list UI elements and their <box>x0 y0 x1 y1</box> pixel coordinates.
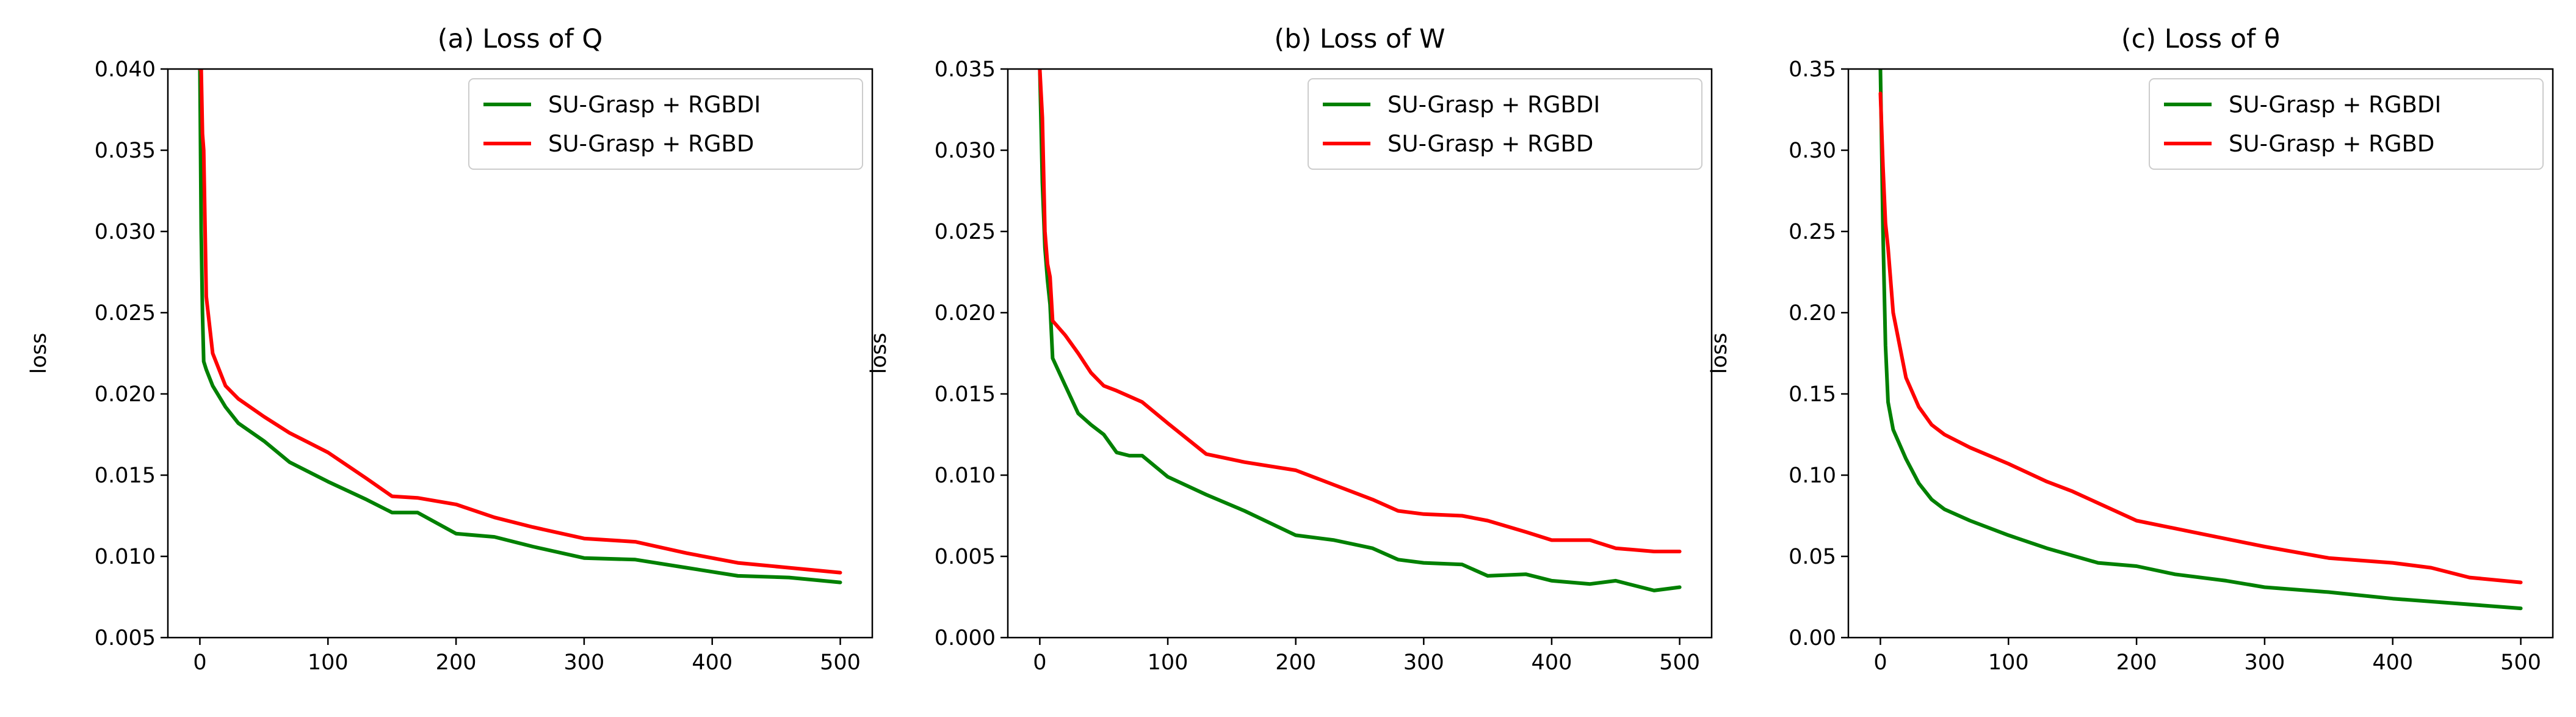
chart-panel-3: 0 100 200 300 400 500 0.00 0.05 0.10 0.15 0.20 0.25… <box>1707 24 2554 675</box>
legend-box <box>2149 78 2544 170</box>
legend-box <box>1308 78 1702 170</box>
plot-frame <box>1847 68 2554 639</box>
y-tick-label: 0.020 <box>95 382 156 407</box>
y-tick-label: 0.035 <box>935 57 996 82</box>
series-line-rgbdi <box>198 69 842 584</box>
x-tick-label: 200 <box>2116 650 2157 675</box>
x-tick-label: 100 <box>1988 650 2029 675</box>
legend: SU-Grasp + RGBDI SU-Grasp + RGBD <box>1308 78 1702 170</box>
y-tick-label: 0.030 <box>95 220 156 244</box>
chart-panel-2: 0 100 200 300 400 500 0.000 0.005 0.010 0.015 0.02… <box>867 24 1713 675</box>
chart-panel-1: 0 100 200 300 400 500 0.005 0.010 0.015 0.020 0.02… <box>27 24 874 675</box>
x-tick-label: 200 <box>436 650 477 675</box>
y-tick-label: 0.35 <box>1789 57 1836 82</box>
chart-title: (c) Loss of θ <box>2121 24 2280 54</box>
y-tick-label: 0.010 <box>935 464 996 488</box>
y-axis-label: loss <box>27 333 51 374</box>
chart-title: (a) Loss of Q <box>438 24 603 54</box>
legend: SU-Grasp + RGBDI SU-Grasp + RGBD <box>2149 78 2544 170</box>
series-line-rgbdi <box>1878 69 2523 611</box>
x-tick-label: 500 <box>1659 650 1700 675</box>
plot-frame <box>167 68 874 639</box>
x-tick-label: 400 <box>692 650 733 675</box>
y-tick-label: 0.010 <box>95 545 156 569</box>
y-tick-label: 0.10 <box>1789 464 1836 488</box>
y-tick-label: 0.15 <box>1789 382 1836 407</box>
legend-label: SU-Grasp + RGBD <box>548 131 754 157</box>
x-tick-label: 100 <box>308 650 349 675</box>
x-tick-label: 0 <box>193 650 206 675</box>
y-tick-label: 0.000 <box>935 626 996 650</box>
y-tick-label: 0.035 <box>95 139 156 163</box>
x-tick-label: 100 <box>1148 650 1189 675</box>
x-tick-label: 500 <box>2500 650 2541 675</box>
x-tick-label: 300 <box>2245 650 2285 675</box>
x-tick-label: 200 <box>1275 650 1316 675</box>
legend-label: SU-Grasp + RGBD <box>1387 131 1593 157</box>
x-tick-label: 0 <box>1873 650 1887 675</box>
y-tick-label: 0.05 <box>1789 545 1836 569</box>
x-tick-label: 400 <box>2372 650 2413 675</box>
y-tick-label: 0.015 <box>95 464 156 488</box>
y-tick-label: 0.025 <box>935 220 996 244</box>
legend-label: SU-Grasp + RGBDI <box>2229 92 2441 118</box>
y-tick-label: 0.005 <box>95 626 156 650</box>
y-tick-label: 0.20 <box>1789 301 1836 326</box>
legend-box <box>468 78 863 170</box>
y-tick-label: 0.020 <box>935 301 996 326</box>
y-tick-label: 0.015 <box>935 382 996 407</box>
y-tick-label: 0.040 <box>95 57 156 82</box>
plot-frame <box>1007 68 1713 639</box>
legend: SU-Grasp + RGBDI SU-Grasp + RGBD <box>468 78 863 170</box>
legend-label: SU-Grasp + RGBDI <box>548 92 761 118</box>
x-tick-label: 500 <box>820 650 861 675</box>
legend-label: SU-Grasp + RGBD <box>2229 131 2434 157</box>
x-tick-label: 300 <box>564 650 605 675</box>
y-axis-label: loss <box>1707 333 1732 374</box>
x-tick-label: 0 <box>1033 650 1046 675</box>
series-line-rgbdi <box>1038 69 1682 592</box>
y-tick-label: 0.00 <box>1789 626 1836 650</box>
y-tick-label: 0.005 <box>935 545 996 569</box>
series-line-rgbd <box>1038 69 1682 553</box>
y-axis-label: loss <box>867 333 891 374</box>
y-tick-label: 0.30 <box>1789 139 1836 163</box>
y-tick-label: 0.25 <box>1789 220 1836 244</box>
legend-label: SU-Grasp + RGBDI <box>1387 92 1600 118</box>
x-tick-label: 400 <box>1532 650 1572 675</box>
chart-title: (b) Loss of W <box>1274 24 1445 54</box>
series-line-rgbd <box>1878 91 2523 584</box>
y-tick-label: 0.025 <box>95 301 156 326</box>
x-tick-label: 300 <box>1403 650 1444 675</box>
series-line-rgbd <box>198 69 842 575</box>
y-tick-label: 0.030 <box>935 139 996 163</box>
